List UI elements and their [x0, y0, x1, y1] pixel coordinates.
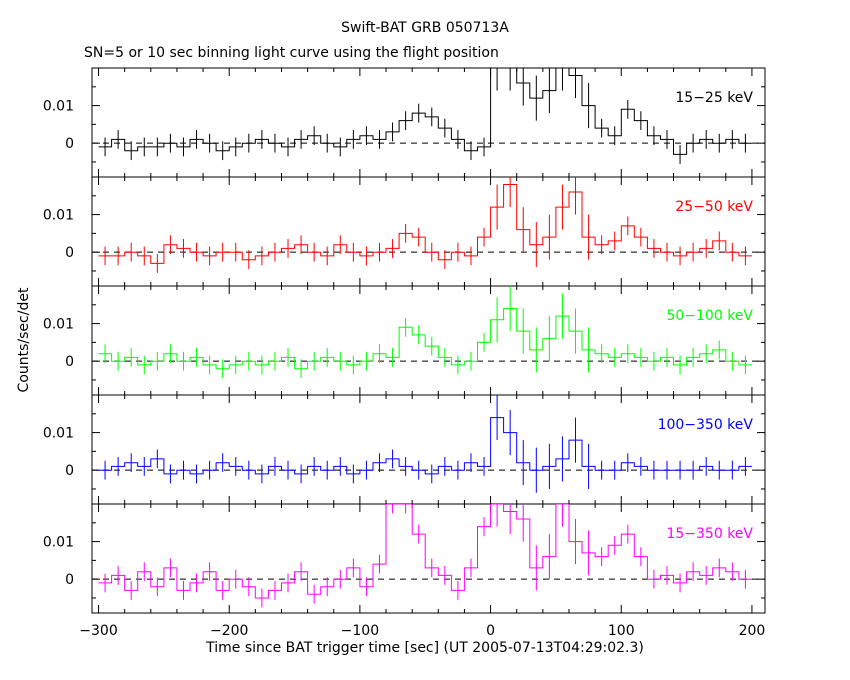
x-tick-label: −200: [210, 623, 248, 639]
y-tick-label: 0.01: [43, 426, 74, 442]
chart-title: Swift-BAT GRB 050713A: [341, 20, 509, 36]
panel-frame: [91, 67, 766, 178]
y-tick-label: 0.01: [43, 535, 74, 551]
panel-1: 0 0.01 15−25 keV: [43, 67, 766, 178]
y-tick-label: 0: [65, 463, 74, 479]
band-label: 100−350 keV: [658, 417, 754, 433]
series-4: [98, 395, 752, 493]
x-axis-label: Time since BAT trigger time [sec] (UT 20…: [206, 640, 644, 656]
x-tick-label: 100: [608, 623, 635, 639]
panel-frame: [91, 176, 766, 287]
panel-2: 0 0.01 25−50 keV: [43, 176, 766, 287]
band-label: 25−50 keV: [675, 199, 753, 215]
y-tick-label: 0.01: [43, 317, 74, 333]
panel-frame: [91, 503, 766, 614]
y-tick-label: 0: [65, 354, 74, 370]
light-curve-line: [98, 504, 752, 599]
series-3: [98, 286, 752, 379]
y-tick-label: 0.01: [43, 99, 74, 115]
series-5: [98, 504, 752, 608]
x-tick-label: 200: [739, 623, 766, 639]
series-1: [98, 68, 752, 164]
x-tick-label: −300: [79, 623, 117, 639]
panel-frame: [91, 394, 766, 505]
panel-5: 0 0.01 15−350 keV: [43, 503, 766, 614]
band-label: 15−25 keV: [675, 90, 753, 106]
x-tick-label: 0: [486, 623, 495, 639]
light-curve-line: [98, 417, 752, 475]
band-label: 15−350 keV: [666, 526, 753, 542]
series-2: [98, 177, 752, 273]
chart-subtitle: SN=5 or 10 sec binning light curve using…: [84, 45, 499, 61]
panel-3: 0 0.01 50−100 keV: [43, 285, 766, 396]
panel-4: 0 0.01 100−350 keV: [43, 394, 766, 505]
x-tick-label: −100: [341, 623, 379, 639]
y-tick-label: 0: [65, 245, 74, 261]
band-label: 50−100 keV: [666, 308, 753, 324]
y-tick-label: 0.01: [43, 208, 74, 224]
y-tick-label: 0: [65, 136, 74, 152]
y-tick-label: 0: [65, 572, 74, 588]
panel-frame: [91, 285, 766, 396]
light-curve-line: [98, 68, 752, 155]
y-axis-label: Counts/sec/det: [16, 287, 32, 393]
